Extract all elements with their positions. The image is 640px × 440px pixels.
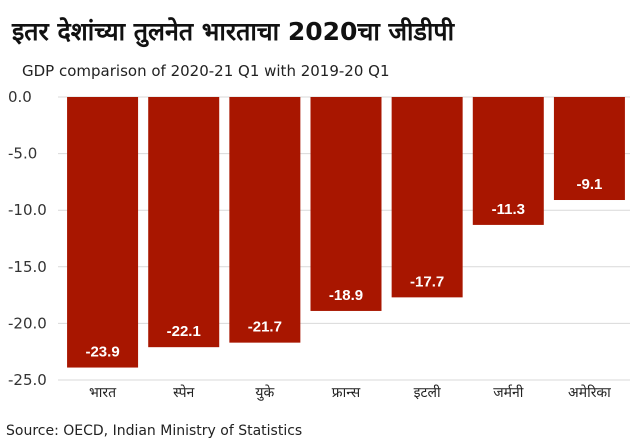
category-label: स्पेन	[173, 384, 194, 401]
y-tick-label: -10.0	[8, 201, 47, 219]
data-labels: -23.9 -22.1 -21.7 -18.9 -17.7 -11.3 -9.1	[85, 176, 602, 361]
category-label: युके	[255, 384, 274, 401]
y-tick-label: -25.0	[8, 371, 47, 389]
bar	[67, 97, 139, 368]
y-tick-label: -20.0	[8, 314, 47, 332]
x-axis-categories: भारत स्पेन युके फ्रान्स इटली जर्मनी अमेरिका	[89, 384, 611, 401]
y-tick-label: -5.0	[8, 145, 37, 163]
data-label: -22.1	[167, 323, 201, 340]
category-label: अमेरिका	[568, 384, 611, 401]
data-label: -23.9	[85, 344, 119, 361]
bar	[553, 97, 625, 201]
category-label: फ्रान्स	[332, 385, 361, 401]
y-axis-ticks: 0.0 -5.0 -10.0 -15.0 -20.0 -25.0	[8, 88, 47, 389]
data-label: -11.3	[492, 201, 525, 218]
bar	[472, 97, 544, 225]
bars	[67, 97, 625, 368]
y-tick-label: -15.0	[8, 258, 47, 276]
y-tick-label: 0.0	[8, 88, 32, 106]
data-label: -18.9	[329, 287, 363, 304]
category-label: भारत	[89, 385, 117, 401]
bar	[310, 97, 382, 311]
data-label: -17.7	[410, 273, 444, 290]
bar	[391, 97, 463, 298]
category-label: जर्मनी	[493, 384, 524, 401]
bar	[229, 97, 301, 343]
source-note: Source: OECD, Indian Ministry of Statist…	[6, 423, 303, 439]
bar	[148, 97, 220, 348]
chart-title: इतर देशांच्या तुलनेत भारताचा 2020चा जीडी…	[12, 17, 455, 46]
data-label: -21.7	[248, 319, 282, 336]
chart-subtitle: GDP comparison of 2020-21 Q1 with 2019-2…	[22, 62, 390, 80]
data-label: -9.1	[576, 176, 602, 193]
category-label: इटली	[414, 384, 441, 401]
